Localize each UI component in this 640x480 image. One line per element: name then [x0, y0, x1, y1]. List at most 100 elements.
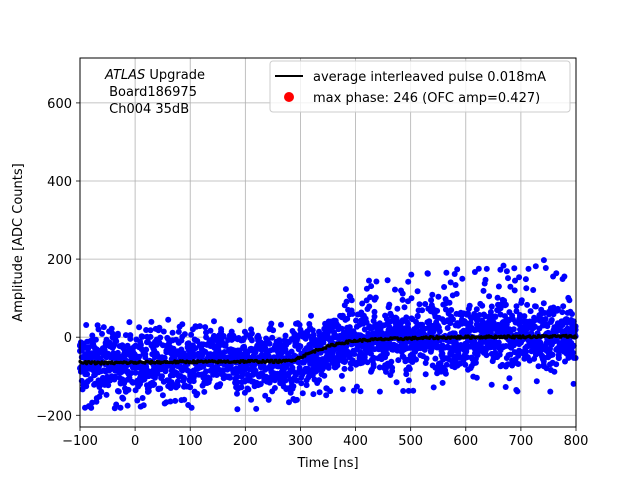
y-tick-label: 200 [47, 253, 72, 268]
average-pulse-line [79, 334, 577, 366]
scatter-point [126, 319, 133, 326]
scatter-point [449, 292, 456, 299]
scatter-point [559, 276, 566, 282]
scatter-point [459, 275, 466, 282]
scatter-point [403, 314, 410, 321]
scatter-point [275, 363, 282, 370]
scatter-point [201, 388, 208, 395]
scatter-point [270, 327, 277, 334]
scatter-point [499, 296, 506, 303]
scatter-point [342, 286, 349, 293]
legend-label-average-pulse: average interleaved pulse 0.018mA [313, 70, 546, 85]
scatter-point [500, 262, 507, 269]
scatter-point [525, 265, 532, 272]
scatter-point [492, 313, 499, 320]
scatter-point [503, 268, 510, 275]
scatter-point [393, 343, 400, 349]
scatter-point [383, 368, 389, 375]
scatter-point [120, 395, 127, 402]
scatter-point [447, 279, 454, 286]
scatter-point [368, 283, 375, 290]
scatter-point [128, 370, 135, 377]
scatter-point [103, 391, 110, 398]
scatter-point [535, 363, 542, 370]
scatter-point [346, 324, 353, 331]
scatter-point [510, 326, 517, 333]
scatter-point [570, 318, 577, 325]
scatter-point [248, 396, 255, 403]
scatter-point [450, 316, 456, 323]
scatter-point [559, 322, 566, 329]
axes-frame [79, 57, 577, 428]
scatter-point [316, 389, 323, 396]
scatter-point [565, 294, 572, 301]
scatter-point [211, 318, 217, 325]
scatter-point [139, 333, 146, 340]
scatter-point [174, 382, 181, 389]
scatter-point [220, 333, 227, 340]
scatter-point [142, 351, 149, 358]
scatter-point [471, 269, 478, 275]
scatter-point [108, 325, 115, 332]
scatter-point [364, 359, 371, 366]
scatter-point [234, 379, 241, 386]
scatter-point [203, 368, 210, 375]
scatter-point [532, 303, 539, 310]
scatter-point [386, 301, 393, 308]
scatter-point [143, 346, 150, 353]
scatter-point [430, 384, 437, 391]
scatter-point [157, 385, 164, 392]
scatter-point [527, 308, 534, 315]
scatter-point [114, 330, 121, 337]
scatter-point [517, 313, 523, 320]
scatter-point [148, 318, 155, 325]
scatter-point [276, 337, 283, 344]
scatter-point [347, 293, 354, 300]
scatter-point [432, 355, 439, 362]
scatter-point [371, 308, 378, 315]
scatter-point [100, 324, 107, 331]
scatter-point [495, 339, 502, 346]
scatter-point [559, 309, 566, 316]
scatter-point [372, 294, 379, 301]
scatter-point [443, 361, 450, 368]
scatter-point [400, 388, 407, 394]
scatter-point [181, 374, 187, 381]
legend-box [269, 60, 571, 113]
scatter-point [157, 334, 164, 341]
x-tick-label: 500 [398, 434, 423, 449]
scatter-point [549, 351, 556, 358]
scatter-point [349, 310, 356, 317]
scatter-point [502, 301, 509, 308]
scatter-point [341, 302, 348, 309]
plot-area [77, 257, 579, 413]
scatter-point [257, 381, 264, 387]
x-tick-label: 200 [233, 434, 258, 449]
scatter-point [147, 333, 154, 340]
scatter-point [419, 307, 426, 314]
scatter-point [132, 369, 139, 376]
scatter-point [439, 379, 446, 386]
scatter-point [494, 294, 501, 301]
x-tick-label: 800 [564, 434, 589, 449]
scatter-point [159, 392, 166, 399]
scatter-point [83, 322, 90, 328]
scatter-point [548, 317, 555, 323]
scatter-point [105, 382, 112, 389]
scatter-point [424, 270, 431, 277]
scatter-point [476, 312, 483, 318]
scatter-point [542, 316, 549, 322]
scatter-point [124, 402, 131, 409]
scatter-point [113, 338, 120, 345]
scatter-point [452, 282, 459, 288]
scatter-point [147, 327, 154, 334]
scatter-point [200, 363, 207, 370]
scatter-point [298, 380, 305, 387]
scatter-point [211, 332, 217, 339]
scatter-point [169, 329, 176, 336]
scatter-point [366, 303, 373, 310]
scatter-point [88, 404, 95, 411]
x-axis-label: Time [ns] [296, 456, 358, 471]
scatter-point [507, 351, 514, 358]
scatter-point [161, 354, 168, 361]
